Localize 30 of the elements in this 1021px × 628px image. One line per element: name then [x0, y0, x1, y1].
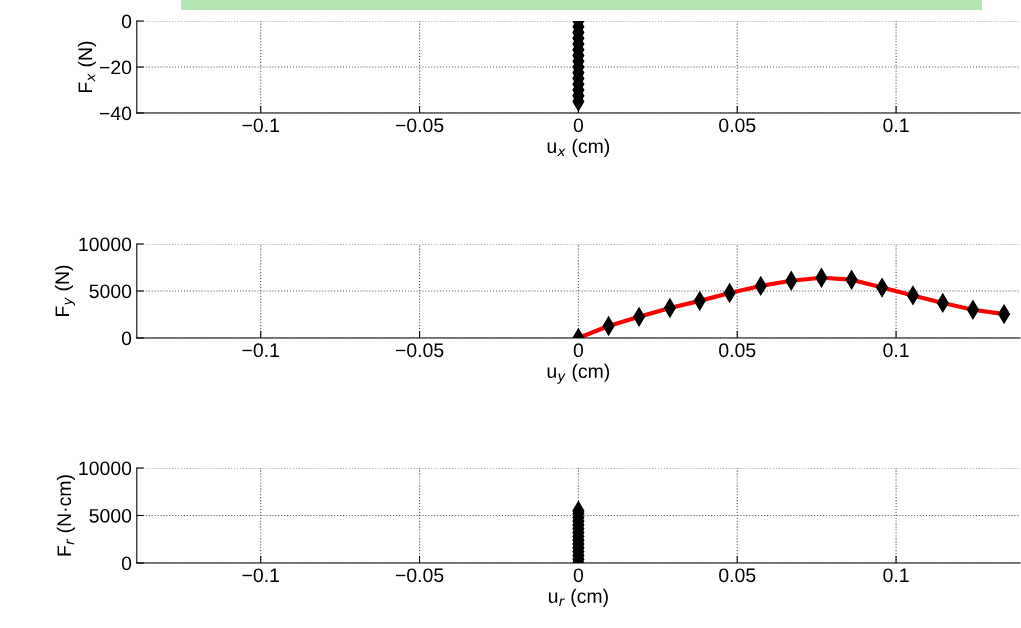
y-tick-label: 10000	[79, 237, 132, 252]
y-tick-label: 0	[121, 331, 132, 346]
x-tick-label: 0	[573, 118, 584, 133]
x-axis-title: u$_{x}$ (cm)	[547, 138, 610, 157]
y-axis-title: F$_{y}$ (N)	[54, 265, 75, 316]
x-tick-label: 0.1	[883, 118, 909, 133]
y-tick-label: 5000	[89, 508, 132, 523]
x-tick-label: 0.1	[883, 343, 909, 358]
y-tick-label: 0	[121, 556, 132, 571]
x-tick-label: −0.1	[242, 118, 279, 133]
y-tick-label: 10000	[79, 461, 132, 476]
y-tick-label: 5000	[89, 284, 132, 299]
x-tick-label: 0	[573, 343, 584, 358]
x-tick-label: −0.1	[242, 568, 279, 583]
y-tick-label: −40	[99, 106, 132, 121]
x-tick-label: 0.05	[719, 343, 756, 358]
x-tick-label: −0.1	[242, 343, 279, 358]
x-tick-label: −0.05	[395, 343, 444, 358]
x-tick-label: 0.05	[719, 118, 756, 133]
x-axis-title: u$_{y}$ (cm)	[547, 363, 610, 384]
y-axis-title: F$_{x}$ (N)	[77, 41, 97, 92]
x-tick-label: 0.05	[719, 568, 756, 583]
x-tick-label: −0.05	[395, 118, 444, 133]
x-tick-label: −0.05	[395, 568, 444, 583]
y-tick-label: 0	[121, 14, 132, 29]
y-axis-title: F$_{r}$ (N·cm)	[56, 475, 75, 556]
y-tick-label: −20	[99, 60, 132, 75]
x-axis-title: u$_{r}$ (cm)	[548, 588, 608, 607]
x-tick-label: 0.1	[883, 568, 909, 583]
x-tick-label: 0	[573, 568, 584, 583]
